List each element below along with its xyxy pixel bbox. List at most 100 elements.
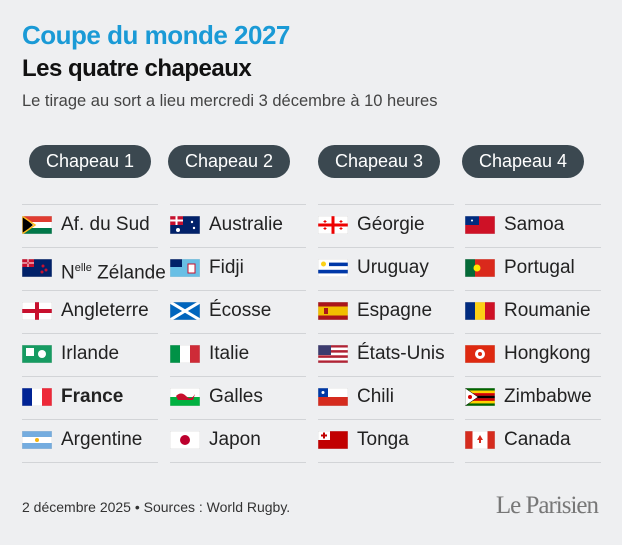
flag	[318, 388, 348, 406]
team-name: Nelle Zélande	[61, 257, 166, 284]
separator	[465, 290, 601, 291]
team-name-text: Roumanie	[504, 300, 591, 321]
team-superscript: elle	[74, 262, 92, 274]
team-name-text: Fidji	[209, 257, 244, 278]
separator	[22, 333, 158, 334]
team-name: Chili	[357, 386, 394, 408]
separator	[465, 204, 601, 205]
team-name-text: Af. du Sud	[61, 214, 150, 235]
team-name: Uruguay	[357, 257, 429, 279]
flag	[170, 302, 200, 320]
team-name: Galles	[209, 386, 263, 408]
separator	[170, 333, 306, 334]
team-prefix: N	[61, 262, 75, 284]
team-name-text: Uruguay	[357, 257, 429, 278]
team-name-text: Portugal	[504, 257, 575, 278]
flag	[465, 302, 495, 320]
separator	[318, 376, 454, 377]
separator	[465, 333, 601, 334]
team-name: Japon	[209, 429, 261, 451]
team-name-text: Argentine	[61, 429, 143, 450]
separator	[22, 247, 158, 248]
flag	[22, 259, 52, 277]
separator	[465, 462, 601, 463]
flag	[170, 345, 200, 363]
flag	[22, 302, 52, 320]
separator	[318, 247, 454, 248]
team-name: Angleterre	[61, 300, 149, 322]
flag	[170, 431, 200, 449]
separator	[22, 419, 158, 420]
team-name: Géorgie	[357, 214, 425, 236]
flag	[465, 216, 495, 234]
pot-label: Chapeau 2	[168, 145, 290, 178]
team-name: Canada	[504, 429, 571, 451]
separator	[22, 376, 158, 377]
subtitle: Les quatre chapeaux	[22, 55, 252, 82]
separator	[170, 462, 306, 463]
team-name-text: Écosse	[209, 300, 272, 321]
source: 2 décembre 2025 • Sources : World Rugby.	[22, 499, 291, 515]
team-name-text: Angleterre	[61, 300, 149, 321]
team-name-text: Hongkong	[504, 343, 591, 364]
description: Le tirage au sort a lieu mercredi 3 déce…	[22, 92, 438, 110]
team-name-text: Zimbabwe	[504, 386, 592, 407]
team-name: Australie	[209, 214, 283, 236]
team-name: Fidji	[209, 257, 244, 279]
team-name-text: Zélande	[97, 262, 166, 284]
separator	[318, 333, 454, 334]
flag	[22, 388, 52, 406]
team-name-text: États-Unis	[357, 343, 445, 364]
team-name-text: France	[61, 386, 124, 407]
pot-label: Chapeau 3	[318, 145, 440, 178]
team-name: Samoa	[504, 214, 564, 236]
flag	[318, 259, 348, 277]
separator	[465, 376, 601, 377]
separator	[22, 462, 158, 463]
separator	[170, 204, 306, 205]
pot-label: Chapeau 4	[462, 145, 584, 178]
team-name-text: Australie	[209, 214, 283, 235]
logo: Le Parisien	[495, 492, 599, 519]
team-name: Argentine	[61, 429, 142, 451]
flag	[22, 431, 52, 449]
flag	[170, 388, 200, 406]
separator	[170, 419, 306, 420]
team-name-text: Galles	[209, 386, 263, 407]
flag	[465, 431, 495, 449]
separator	[170, 290, 306, 291]
team-name: États-Unis	[357, 343, 445, 365]
flag	[465, 345, 495, 363]
team-name: Irlande	[61, 343, 119, 365]
team-name: Zimbabwe	[504, 386, 592, 408]
team-name: Roumanie	[504, 300, 591, 322]
team-name-text: Samoa	[504, 214, 565, 235]
separator	[318, 290, 454, 291]
flag	[22, 216, 52, 234]
team-name: Italie	[209, 343, 249, 365]
team-name-text: Italie	[209, 343, 250, 364]
team-name: Écosse	[209, 300, 271, 322]
separator	[465, 247, 601, 248]
separator	[465, 419, 601, 420]
team-name-text: Tonga	[357, 429, 409, 450]
separator	[22, 204, 158, 205]
team-name-text: Géorgie	[357, 214, 425, 235]
separator	[318, 204, 454, 205]
team-name: Portugal	[504, 257, 575, 279]
separator	[318, 419, 454, 420]
team-name: Tonga	[357, 429, 409, 451]
team-name: Espagne	[357, 300, 432, 322]
pot-label: Chapeau 1	[29, 145, 151, 178]
team-name: France	[61, 386, 123, 408]
flag	[22, 345, 52, 363]
team-name-text: Japon	[209, 429, 261, 450]
title: Coupe du monde 2027	[22, 20, 290, 50]
separator	[318, 462, 454, 463]
team-name: Hongkong	[504, 343, 591, 365]
team-name-text: Chili	[357, 386, 394, 407]
flag	[170, 259, 200, 277]
flag	[318, 431, 348, 449]
flag	[465, 388, 495, 406]
